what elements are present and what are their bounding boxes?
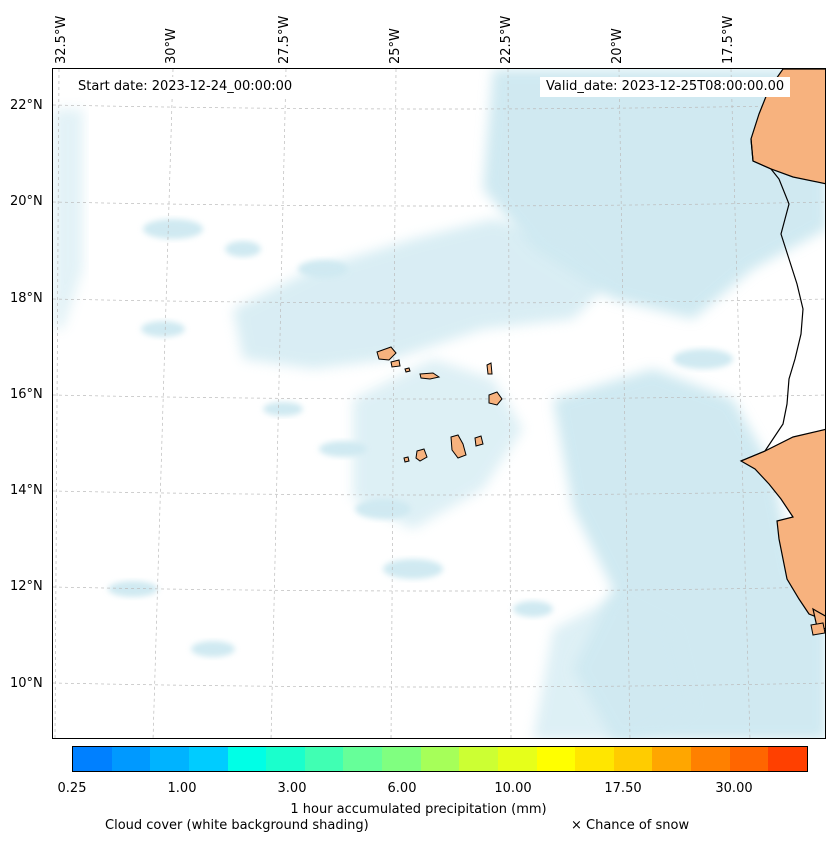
island-sal	[486, 362, 493, 375]
colorbar-segment-4	[227, 747, 267, 771]
lat-label-10n: 10°N	[10, 676, 43, 691]
colorbar-segment-16	[691, 747, 730, 771]
lat-label-12n: 12°N	[10, 579, 43, 594]
colorbar-segment-9	[420, 747, 460, 771]
colorbar-segment-10	[459, 747, 498, 771]
lon-label-30w: 30°W	[164, 28, 179, 64]
gridline-lat-10n	[53, 682, 825, 688]
gridline-lon-25w	[390, 69, 397, 738]
lon-label-27-5w: 27.5°W	[277, 15, 292, 64]
colorbar-segment-2	[150, 747, 189, 771]
cloud-patch-6	[319, 441, 367, 457]
colorbar-tick-6-00: 6.00	[387, 781, 417, 796]
cape-verde-islands	[376, 346, 503, 463]
colorbar-tick-17-50: 17.50	[604, 781, 642, 796]
colorbar-segment-17	[729, 747, 769, 771]
cloud-patch-10	[191, 641, 235, 657]
lat-label-14n: 14°N	[10, 483, 43, 498]
colorbar-tick-1-00: 1.00	[167, 781, 197, 796]
cloud-band-south-low	[533, 599, 693, 738]
gridline-lat-18n	[53, 298, 825, 304]
cloud-patch-1	[143, 219, 203, 239]
cloud-patch-8	[383, 559, 443, 579]
cloud-band-central	[353, 359, 523, 529]
island-santiago	[450, 434, 467, 459]
gridline-lon-17-5w	[730, 69, 751, 738]
coastline-mauritania	[740, 138, 804, 462]
graticule	[53, 69, 825, 738]
island-brava	[403, 456, 410, 463]
cloud-band-west	[53, 109, 83, 329]
island-fogo	[415, 448, 428, 462]
cloud-patch-3	[298, 260, 348, 278]
cloud-patch-9	[108, 581, 158, 597]
island-sao-vicente	[390, 359, 401, 368]
cloud-band-diagonal	[233, 219, 613, 369]
gridline-lon-32-5w	[54, 69, 60, 738]
colorbar-segment-18	[768, 747, 807, 771]
island-boa-vista	[488, 391, 503, 406]
cloud-patch-11	[673, 349, 733, 369]
island-sao-nicolau	[419, 372, 441, 380]
colorbar-tick-10-00: 10.00	[494, 781, 532, 796]
cloud-patch-2	[225, 241, 261, 257]
colorbar-segment-3	[188, 747, 228, 771]
cloud-patch-5	[263, 402, 303, 416]
african-coast	[739, 69, 825, 636]
colorbar-segment-8	[382, 747, 421, 771]
gridline-lat-20n	[53, 201, 825, 207]
gridline-lat-22n	[53, 104, 825, 110]
colorbar-tick-30-00: 30.00	[715, 781, 753, 796]
colorbar-segment-1	[111, 747, 151, 771]
lat-label-18n: 18°N	[10, 291, 43, 306]
island-santa-luzia	[404, 367, 411, 373]
lat-label-22n: 22°N	[10, 98, 43, 113]
colorbar-segment-13	[575, 747, 614, 771]
map-canvas[interactable]	[53, 69, 826, 739]
start-date-label: Start date: 2023-12-24_00:00:00	[72, 77, 299, 97]
precipitation-colorbar	[72, 746, 808, 772]
lon-label-17-5w: 17.5°W	[721, 15, 736, 64]
lon-label-32-5w: 32.5°W	[54, 15, 69, 64]
colorbar-title: 1 hour accumulated precipitation (mm)	[290, 802, 547, 817]
colorbar-segment-14	[613, 747, 653, 771]
cloud-cover-note: Cloud cover (white background shading)	[105, 818, 369, 833]
lon-label-22-5w: 22.5°W	[499, 15, 514, 64]
gridline-lon-27-5w	[270, 69, 287, 738]
cloud-patch-7	[355, 499, 411, 519]
cloud-patch-4	[141, 321, 185, 337]
snow-chance-note: × Chance of snow	[571, 818, 690, 833]
colorbar-segment-6	[304, 747, 344, 771]
land-bijagos-island	[810, 622, 825, 636]
colorbar-segment-0	[73, 747, 112, 771]
gridline-lon-20w	[618, 69, 631, 738]
map-panel[interactable]	[52, 68, 826, 739]
gridline-lat-14n	[53, 490, 825, 496]
colorbar-segment-5	[266, 747, 305, 771]
colorbar-segment-15	[652, 747, 691, 771]
valid-date-label: Valid_date: 2023-12-25T08:00:00.00	[540, 77, 791, 97]
lat-label-20n: 20°N	[10, 194, 43, 209]
colorbar-segment-7	[343, 747, 382, 771]
island-maio	[474, 435, 484, 447]
lon-label-20w: 20°W	[610, 28, 625, 64]
colorbar-segment-11	[497, 747, 537, 771]
cloud-cover-shading	[53, 69, 825, 738]
lon-label-25w: 25°W	[388, 28, 403, 64]
gridline-lat-12n	[53, 586, 825, 592]
colorbar-segment-12	[536, 747, 576, 771]
gridline-lat-16n	[53, 394, 825, 400]
gridline-lon-22-5w	[507, 69, 512, 738]
colorbar-tick-0-25: 0.25	[57, 781, 87, 796]
island-santo-antao	[376, 346, 397, 361]
gridline-lon-30w	[152, 69, 174, 738]
colorbar-tick-3-00: 3.00	[277, 781, 307, 796]
lat-label-16n: 16°N	[10, 387, 43, 402]
cloud-patch-12	[513, 601, 553, 617]
